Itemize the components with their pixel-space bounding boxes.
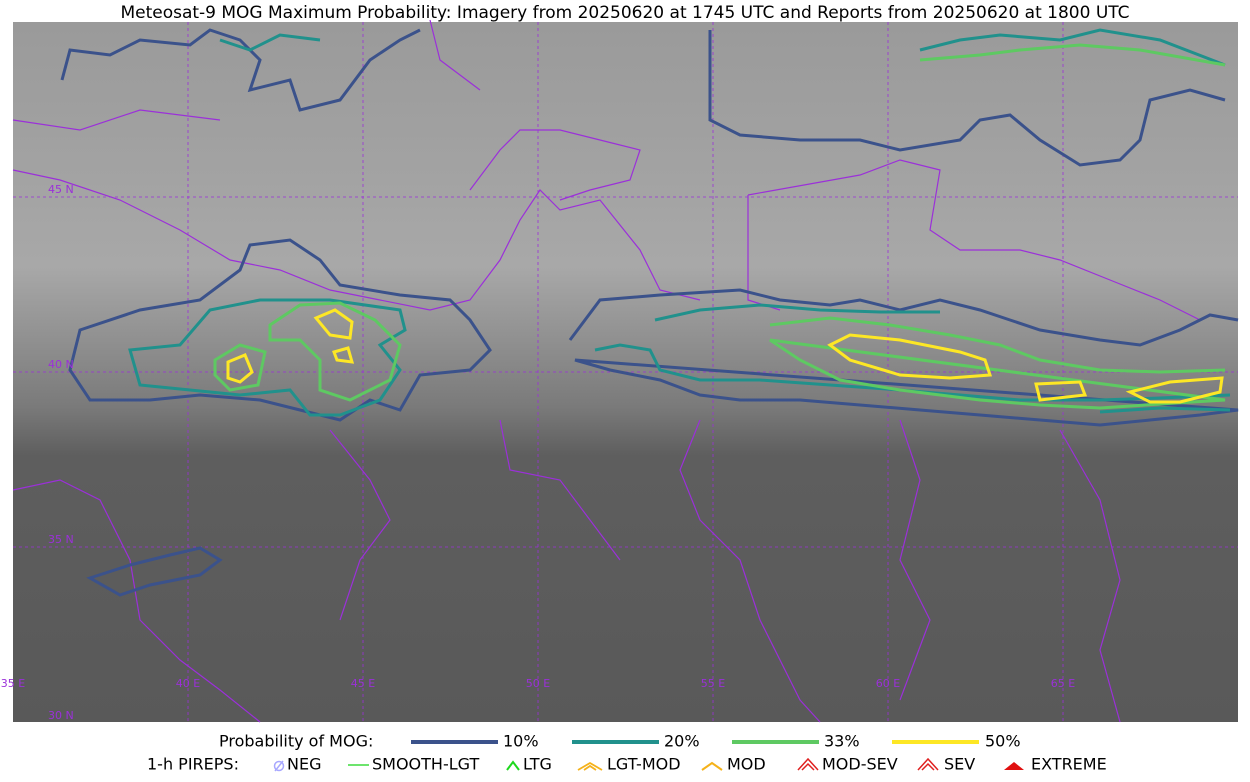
lat-label: 35 N: [48, 533, 74, 546]
lon-label: 60 E: [876, 677, 900, 690]
geo-labels: 45 N 40 N 35 N 30 N 35 E 40 E 45 E 50 E …: [1, 183, 1075, 722]
lon-label: 50 E: [526, 677, 550, 690]
lon-label: 45 E: [351, 677, 375, 690]
legend-label: 33%: [824, 732, 860, 751]
legend-label: MOD-SEV: [822, 755, 898, 774]
borders: [12, 19, 1201, 723]
legend-title: 1-h PIREPS:: [147, 755, 239, 774]
legend-label: LTG: [523, 755, 552, 774]
lat-label: 45 N: [48, 183, 74, 196]
grid-lines: [13, 22, 1238, 722]
title: Meteosat-9 MOG Maximum Probability: Imag…: [120, 3, 1129, 23]
lat-label: 30 N: [48, 709, 74, 722]
legend: Probability of MOG: 10% 20% 33% 50% 1-h …: [147, 732, 1107, 774]
legend-title: Probability of MOG:: [219, 732, 373, 751]
legend-label: SMOOTH-LGT: [372, 755, 479, 774]
lon-label: 55 E: [701, 677, 725, 690]
legend-label: 20%: [664, 732, 700, 751]
lon-label: 35 E: [1, 677, 25, 690]
legend-label: 50%: [985, 732, 1021, 751]
lat-label: 40 N: [48, 358, 74, 371]
lon-label: 65 E: [1051, 677, 1075, 690]
map: 45 N 40 N 35 N 30 N 35 E 40 E 45 E 50 E …: [1, 19, 1239, 723]
contours: [60, 28, 1239, 597]
legend-label: SEV: [944, 755, 975, 774]
legend-label: EXTREME: [1031, 755, 1107, 774]
legend-label: 10%: [503, 732, 539, 751]
legend-label: NEG: [287, 755, 321, 774]
lon-label: 40 E: [176, 677, 200, 690]
legend-label: LGT-MOD: [607, 755, 681, 774]
legend-label: MOD: [727, 755, 766, 774]
